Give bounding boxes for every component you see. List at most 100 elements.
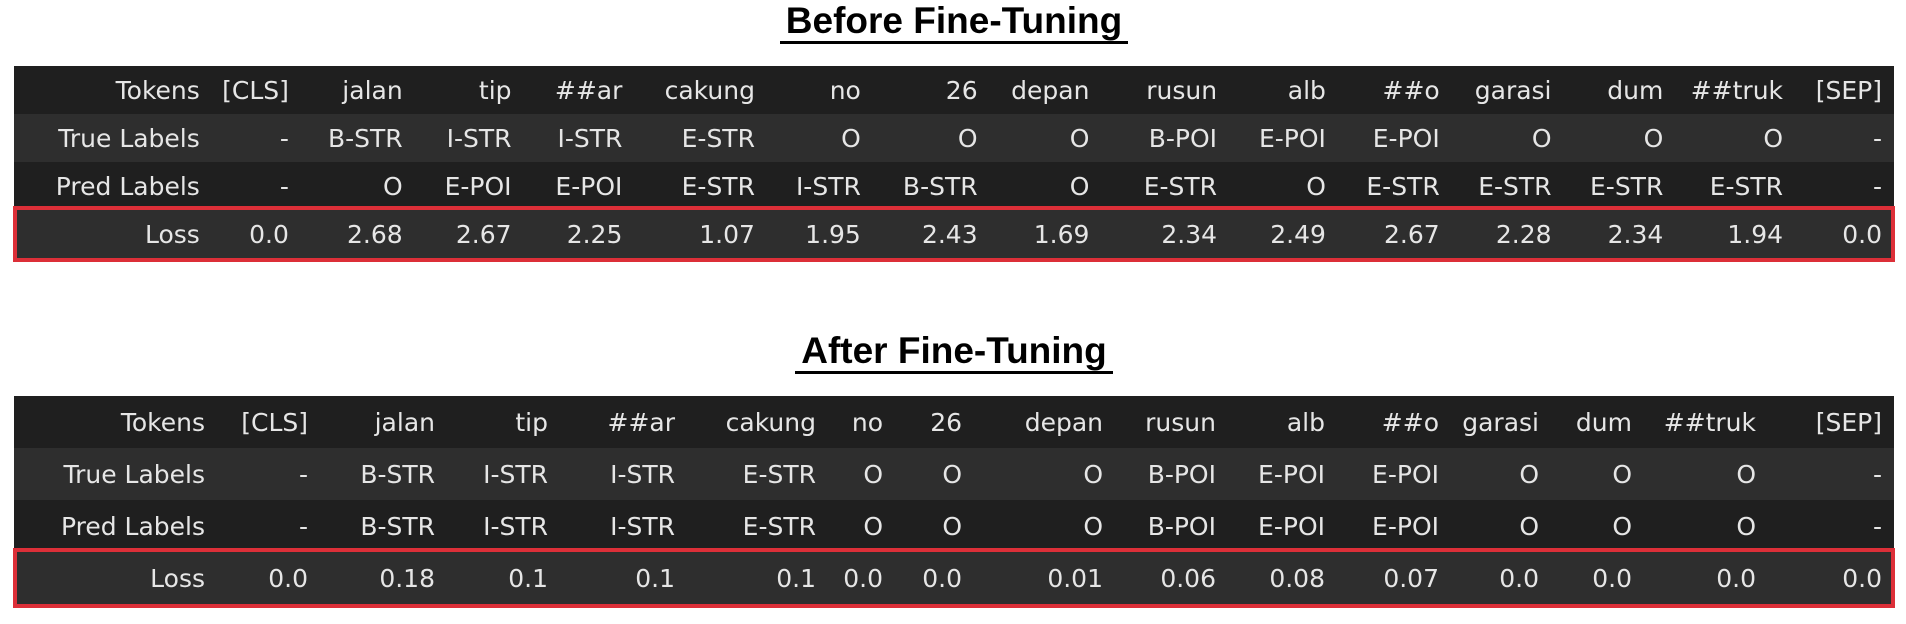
table-cell: 2.28 xyxy=(1495,219,1552,249)
table-cell: - xyxy=(298,511,308,541)
before-title: Before Fine-Tuning xyxy=(14,0,1894,44)
table-cell: alb xyxy=(1287,75,1326,105)
table-cell: E-POI xyxy=(1258,459,1325,489)
after-true-labels-row: True Labels - B-STR I-STR I-STR E-STR O O O B-POI… xyxy=(14,448,1894,500)
table-cell: tip xyxy=(478,75,512,105)
table-cell: E-STR xyxy=(1709,171,1784,201)
table-cell: ##truk xyxy=(1690,75,1784,105)
table-cell: 0.0 xyxy=(249,219,289,249)
table-cell: I-STR xyxy=(446,123,512,153)
table-cell: 2.68 xyxy=(347,219,403,249)
table-cell: 1.69 xyxy=(1033,219,1090,249)
table-cell: E-STR xyxy=(681,171,755,201)
table-cell: [CLS] xyxy=(222,75,289,105)
row-label: Tokens xyxy=(115,75,200,105)
table-cell: O xyxy=(841,123,861,153)
table-cell: rusun xyxy=(1146,75,1218,105)
table-cell: E-POI xyxy=(1372,459,1439,489)
table-cell: E-POI xyxy=(1372,511,1439,541)
table-cell: garasi xyxy=(1474,75,1552,105)
table-cell: E-STR xyxy=(1366,171,1440,201)
table-cell: B-STR xyxy=(360,459,435,489)
table-cell: I-STR xyxy=(795,171,861,201)
row-label: Pred Labels xyxy=(55,171,200,201)
table-cell: O xyxy=(1643,123,1664,153)
table-cell: O xyxy=(863,511,883,541)
table-cell: O xyxy=(1736,459,1756,489)
table-cell: O xyxy=(957,123,978,153)
table-cell: - xyxy=(1872,171,1883,201)
table-cell: 0.1 xyxy=(635,563,675,593)
table-cell: O xyxy=(1519,511,1539,541)
table-cell: I-STR xyxy=(610,511,675,541)
table-cell: ##o xyxy=(1382,75,1440,105)
table-cell: O xyxy=(1612,459,1632,489)
table-cell: dum xyxy=(1575,407,1632,437)
table-cell: B-POI xyxy=(1147,459,1216,489)
before-tokens-row: Tokens [CLS] jalan tip ##ar cakung no 26 depan ru… xyxy=(14,66,1894,114)
table-cell: 0.1 xyxy=(508,563,548,593)
after-loss-row: Loss 0.0 0.18 0.1 0.1 0.1 0.0 0.0 0.01 0.06 0.08 0.… xyxy=(14,552,1894,604)
table-cell: dum xyxy=(1607,75,1664,105)
table-cell: E-POI xyxy=(1258,123,1326,153)
table-cell: E-POI xyxy=(555,171,623,201)
table-cell: 0.0 xyxy=(1499,563,1539,593)
table-cell: 0.07 xyxy=(1383,563,1439,593)
table-cell: 26 xyxy=(945,75,978,105)
table-cell: [SEP] xyxy=(1815,407,1882,437)
row-label: Tokens xyxy=(120,407,205,437)
table-cell: tip xyxy=(515,407,548,437)
before-true-labels-row: True Labels - B-STR I-STR I-STR E-STR O O O B-POI… xyxy=(14,114,1894,162)
after-pred-labels-row: Pred Labels - B-STR I-STR I-STR E-STR O O O B-POI… xyxy=(14,500,1894,552)
table-cell: 0.01 xyxy=(1047,563,1103,593)
table-cell: O xyxy=(863,459,883,489)
table-cell: B-STR xyxy=(902,171,978,201)
before-loss-row: Loss 0.0 2.68 2.67 2.25 1.07 1.95 2.43 1.69 2.34 2… xyxy=(14,210,1894,258)
after-title: After Fine-Tuning xyxy=(14,330,1894,374)
table-cell: B-POI xyxy=(1148,123,1218,153)
table-cell: [SEP] xyxy=(1815,75,1883,105)
row-label: Loss xyxy=(150,563,205,593)
table-cell: 0.1 xyxy=(776,563,816,593)
table-cell: 0.06 xyxy=(1160,563,1216,593)
table-cell: ##o xyxy=(1381,407,1439,437)
table-cell: 2.67 xyxy=(455,219,512,249)
after-tokens-row: Tokens [CLS] jalan tip ##ar cakung no 26 depan ru… xyxy=(14,396,1894,448)
table-cell: O xyxy=(1083,459,1103,489)
table-cell: ##truk xyxy=(1663,407,1756,437)
table-cell: 0.0 xyxy=(268,563,308,593)
table-cell: B-POI xyxy=(1147,511,1216,541)
row-label: True Labels xyxy=(63,459,205,489)
table-cell: I-STR xyxy=(610,459,675,489)
table-cell: O xyxy=(942,459,962,489)
table-cell: 0.0 xyxy=(922,563,962,593)
table-cell: depan xyxy=(1011,75,1090,105)
table-cell: 0.0 xyxy=(1842,219,1883,249)
table-cell: - xyxy=(1872,123,1883,153)
table-cell: 0.0 xyxy=(1716,563,1756,593)
table-cell: O xyxy=(942,511,962,541)
table-cell: 2.67 xyxy=(1384,219,1440,249)
table-cell: I-STR xyxy=(557,123,623,153)
table-cell: 1.95 xyxy=(805,219,861,249)
row-label: True Labels xyxy=(58,123,200,153)
table-cell: 0.08 xyxy=(1269,563,1325,593)
table-cell: E-STR xyxy=(681,123,755,153)
table-cell: O xyxy=(1069,171,1090,201)
table-cell: jalan xyxy=(342,75,403,105)
before-table: Tokens [CLS] jalan tip ##ar cakung no 26 depan ru… xyxy=(13,66,1895,262)
table-cell: O xyxy=(1306,171,1326,201)
after-table: Tokens [CLS] jalan tip ##ar cakung no 26 depan ru… xyxy=(13,396,1895,608)
table-cell: E-STR xyxy=(742,459,816,489)
table-cell: 2.34 xyxy=(1161,219,1218,249)
table-cell: - xyxy=(298,459,308,489)
table-cell: 26 xyxy=(930,407,962,437)
table-cell: no xyxy=(851,407,883,437)
table-cell: O xyxy=(1531,123,1552,153)
table-cell: E-STR xyxy=(1590,171,1664,201)
table-cell: jalan xyxy=(374,407,435,437)
table-cell: O xyxy=(383,171,403,201)
table-cell: O xyxy=(1069,123,1090,153)
table-cell: - xyxy=(1872,459,1882,489)
table-cell: 2.49 xyxy=(1270,219,1326,249)
